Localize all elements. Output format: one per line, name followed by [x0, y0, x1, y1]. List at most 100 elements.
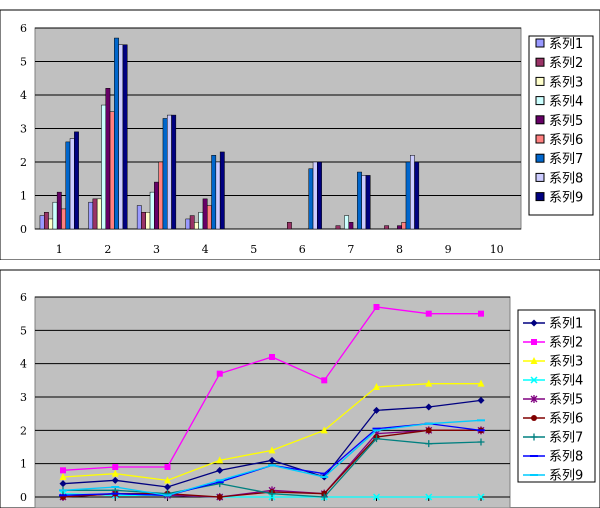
line-marker-triangle: [530, 357, 538, 364]
line-marker-square: [321, 377, 328, 384]
line-marker-triangle: [59, 473, 67, 480]
line-legend-label: 系列5: [549, 393, 583, 408]
bar-legend-label: 系列3: [549, 75, 583, 90]
bar-mark: [357, 171, 362, 230]
bar-y-tick-label: 2: [20, 156, 27, 169]
line-legend-label: 系列9: [549, 469, 583, 484]
line-marker-triangle: [111, 469, 119, 477]
bar-mark: [171, 114, 177, 230]
bar-mark: [114, 37, 119, 230]
bar-mark: [145, 212, 151, 230]
bar-legend-swatch: [535, 153, 545, 163]
bar-mark: [317, 161, 322, 230]
bar-legend-label: 系列7: [549, 152, 583, 167]
bar-legend-swatch: [535, 134, 545, 144]
bar-mark: [361, 175, 367, 230]
line-marker-diamond: [373, 406, 380, 414]
line-legend-label: 系列1: [549, 317, 583, 332]
bar-mark: [56, 191, 62, 230]
bar-mark: [48, 218, 54, 230]
bar-x-tick-label: 3: [153, 243, 160, 256]
bar-y-tick-label: 5: [20, 56, 27, 69]
line-marker-x: [425, 493, 433, 501]
bar-x-tick-label: 6: [299, 243, 306, 256]
line-marker-circle: [216, 494, 223, 500]
line-marker-circle: [531, 415, 537, 421]
bar-mark: [189, 215, 195, 230]
line-legend-label: 系列2: [549, 336, 583, 351]
bar-mark: [52, 201, 58, 230]
bar-mark: [101, 104, 106, 230]
bar-y-tick-label: 0: [20, 223, 27, 236]
bar-legend-label: 系列6: [549, 133, 583, 148]
bar-mark: [141, 212, 146, 230]
line-marker-diamond: [530, 319, 538, 327]
line-marker-plus: [320, 493, 328, 501]
line-marker-square: [269, 354, 275, 360]
bar-mark: [365, 175, 371, 230]
line-marker-square: [373, 304, 380, 310]
line-marker-triangle: [216, 456, 224, 464]
bar-mark: [149, 191, 155, 230]
bar-legend-swatch: [535, 76, 545, 86]
bar-mark: [410, 155, 415, 230]
bar-mark: [154, 181, 159, 230]
bar-mark: [401, 222, 407, 230]
bar-mark: [65, 141, 71, 230]
bar-x-tick-label: 2: [104, 243, 111, 256]
line-marker-square: [112, 464, 119, 470]
line-y-tick-label: 2: [20, 424, 27, 437]
bar-mark: [118, 44, 124, 230]
line-marker-square: [425, 310, 432, 317]
bar-y-tick-label: 6: [20, 22, 27, 35]
line-marker-triangle: [373, 383, 380, 390]
line-y-axis-ticks: 0 1 2 3 4 5 6: [20, 291, 27, 504]
bar-legend-swatch: [535, 57, 545, 67]
line-marker-plus: [268, 490, 276, 498]
line-y-tick-label: 1: [20, 458, 27, 471]
bar-legend-label: 系列1: [549, 37, 583, 52]
bar-legend-swatch: [535, 96, 545, 106]
line-y-tick-label: 4: [20, 358, 27, 371]
bar-x-tick-label: 10: [490, 243, 504, 256]
line-marker-plus: [530, 433, 538, 441]
line-marker-triangle: [268, 446, 276, 454]
bar-mark: [44, 212, 49, 230]
line-marker-square: [531, 339, 537, 345]
bar-mark: [384, 225, 390, 230]
bar-legend-label: 系列4: [549, 95, 583, 110]
line-y-tick-label: 0: [20, 491, 27, 504]
bar-y-axis-ticks: 0 1 2 3 4 5 6: [20, 22, 27, 236]
line-marker-square: [216, 370, 223, 377]
bar-mark: [74, 131, 79, 230]
bar-mark: [61, 208, 67, 230]
line-marker-square: [478, 310, 484, 317]
bar-legend-label: 系列9: [549, 191, 583, 206]
bar-x-tick-label: 5: [250, 243, 257, 256]
bar-mark: [88, 201, 94, 230]
bar-mark: [185, 218, 191, 230]
bar-y-tick-label: 4: [20, 89, 27, 102]
bar-mark: [198, 212, 204, 230]
line-marker-diamond: [477, 396, 485, 404]
line-marker-plus: [425, 440, 433, 448]
line-marker-plus: [373, 435, 380, 443]
line-marker-diamond: [268, 456, 276, 464]
bar-mark: [202, 198, 208, 230]
line-marker-plus: [477, 438, 485, 446]
bar-mark: [348, 222, 354, 230]
bar-mark: [39, 215, 45, 230]
bar-marks: [39, 37, 420, 230]
bar-y-tick-label: 1: [20, 190, 27, 203]
bar-legend-swatch: [535, 192, 545, 202]
line-marker-x: [530, 376, 538, 384]
bar-mark: [219, 151, 225, 230]
bar-x-tick-label: 7: [347, 243, 354, 256]
bar-mark: [308, 168, 314, 230]
line-marker-triangle: [320, 426, 328, 434]
line-y-tick-label: 3: [20, 391, 27, 404]
line-legend-label: 系列4: [549, 374, 583, 389]
bar-mark: [335, 225, 341, 230]
bar-y-tick-label: 3: [20, 123, 27, 136]
